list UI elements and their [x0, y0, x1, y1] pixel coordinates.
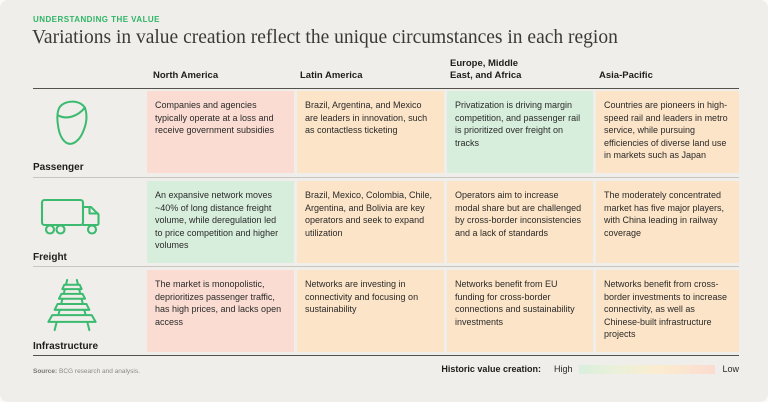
legend-gradient-bar [579, 364, 716, 374]
cell-passenger-asia-pacific: Countries are pioneers in high-speed rai… [596, 91, 739, 173]
cell-infrastructure-latin-america: Networks are investing in connectivity a… [297, 270, 444, 352]
column-header-latin-america: Latin America [300, 69, 363, 81]
table-row-freight: Freight An expansive network moves ~40% … [33, 181, 739, 263]
page-title: Variations in value creation reflect the… [32, 27, 618, 48]
legend-label: Historic value creation: [441, 364, 541, 374]
cell-freight-north-america: An expansive network moves ~40% of long … [147, 181, 294, 263]
cell-passenger-latin-america: Brazil, Argentina, and Mexico are leader… [297, 91, 444, 173]
source-note: Source: BCG research and analysis. [33, 368, 140, 375]
table-bottom-border [33, 355, 739, 356]
row-header-infrastructure: Infrastructure [33, 270, 147, 352]
passenger-icon [41, 95, 99, 158]
value-creation-legend: Historic value creation: High Low [441, 361, 739, 377]
table-row-infrastructure: Infrastructure The market is monopolisti… [33, 270, 739, 352]
railway-track-icon [41, 278, 103, 337]
row-separator [33, 177, 739, 178]
cell-infrastructure-asia-pacific: Networks benefit from cross-border inves… [596, 270, 739, 352]
source-label: Source: [33, 368, 58, 375]
column-header-asia-pacific: Asia-Pacific [599, 69, 653, 81]
row-label: Infrastructure [33, 341, 99, 352]
row-header-passenger: Passenger [33, 91, 147, 173]
column-header-north-america: North America [153, 69, 219, 81]
cell-freight-asia-pacific: The moderately concentrated market has f… [596, 181, 739, 263]
row-separator [33, 266, 739, 267]
row-header-freight: Freight [33, 181, 147, 263]
legend-low-label: Low [722, 364, 739, 374]
cell-freight-europe: Operators aim to increase modal share bu… [447, 181, 593, 263]
freight-truck-icon [39, 193, 105, 244]
column-header-europe-middle-east-africa: Europe, Middle East, and Africa [450, 58, 522, 81]
cell-passenger-europe: Privatization is driving margin competit… [447, 91, 593, 173]
cell-freight-latin-america: Brazil, Mexico, Colombia, Chile, Argenti… [297, 181, 444, 263]
cell-passenger-north-america: Companies and agencies typically operate… [147, 91, 294, 173]
table-row-passenger: Passenger Companies and agencies typical… [33, 91, 739, 173]
eyebrow-kicker: UNDERSTANDING THE VALUE [33, 15, 160, 24]
source-text: BCG research and analysis. [57, 368, 140, 375]
cell-infrastructure-north-america: The market is monopolistic, deprioritize… [147, 270, 294, 352]
row-label: Passenger [33, 162, 84, 173]
cell-infrastructure-europe: Networks benefit from EU funding for cro… [447, 270, 593, 352]
row-label: Freight [33, 252, 67, 263]
legend-high-label: High [553, 364, 573, 374]
table-header-row: North America Latin America Europe, Midd… [33, 55, 739, 89]
